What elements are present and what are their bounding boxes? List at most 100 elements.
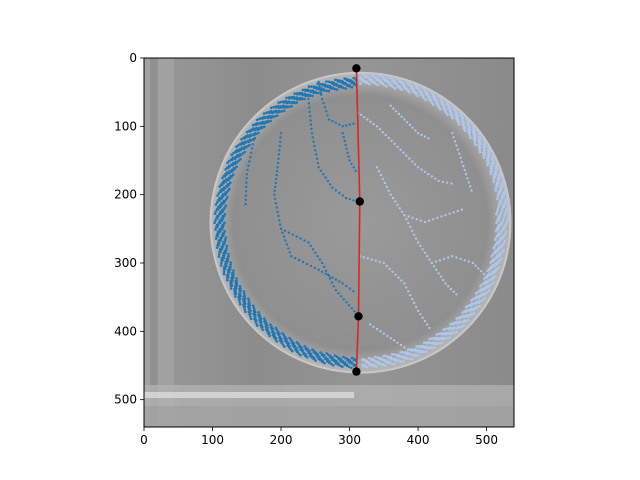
data-point [503, 239, 507, 243]
data-point [222, 270, 226, 274]
data-point [261, 328, 265, 332]
data-point [317, 166, 320, 169]
data-point [335, 83, 338, 87]
data-point [431, 94, 435, 98]
data-point [484, 275, 488, 279]
data-point [242, 142, 246, 145]
data-point [348, 287, 352, 290]
data-point [275, 328, 279, 332]
data-point [361, 73, 365, 76]
data-point [344, 356, 347, 360]
data-point [393, 362, 396, 366]
data-point [434, 260, 438, 263]
data-point [234, 289, 237, 293]
data-point [426, 255, 429, 258]
data-point [457, 325, 460, 329]
data-point [414, 353, 417, 356]
data-point [463, 259, 466, 262]
data-point [274, 181, 277, 185]
data-point [411, 297, 414, 301]
data-point [494, 229, 498, 233]
data-point [223, 221, 226, 224]
data-point [281, 231, 284, 234]
data-point [222, 272, 226, 276]
data-point [455, 256, 458, 259]
data-point [502, 216, 506, 220]
data-point [246, 144, 249, 148]
data-point [295, 341, 299, 344]
data-point [224, 238, 227, 241]
data-point [275, 206, 278, 209]
data-point [423, 90, 427, 93]
data-point [226, 257, 230, 261]
y-tick-label: 400 [114, 324, 137, 338]
data-point [269, 119, 273, 123]
data-point [222, 208, 225, 212]
data-point [406, 351, 409, 354]
data-point [428, 326, 431, 330]
axes-frame [143, 57, 515, 428]
data-point [399, 360, 403, 363]
data-point [252, 304, 255, 308]
data-point [255, 118, 259, 122]
data-point [466, 177, 469, 180]
data-point [282, 333, 286, 337]
data-point [344, 87, 348, 90]
data-point [450, 114, 454, 118]
data-point [429, 99, 432, 102]
data-point [221, 195, 225, 198]
data-point [493, 244, 497, 248]
data-point [487, 279, 490, 282]
data-point [506, 216, 510, 220]
data-point [276, 161, 280, 165]
series-right [356, 72, 511, 369]
data-point [495, 227, 499, 231]
data-point [242, 290, 246, 293]
data-point [231, 163, 234, 167]
data-point [213, 221, 216, 224]
data-point [460, 325, 463, 328]
data-point [368, 361, 371, 364]
data-point [437, 106, 441, 109]
data-point [352, 199, 355, 202]
data-point [375, 166, 379, 169]
data-point [273, 335, 277, 338]
data-point [480, 287, 484, 291]
data-point [455, 317, 459, 320]
data-point [334, 78, 337, 82]
data-point [317, 268, 320, 271]
data-point [253, 128, 257, 132]
data-point [448, 212, 451, 215]
data-point [408, 84, 412, 88]
data-point [411, 160, 414, 163]
data-point [464, 173, 468, 176]
data-point [423, 341, 426, 345]
data-point [498, 188, 502, 191]
data-point [348, 359, 352, 362]
data-point [468, 303, 472, 307]
data-point [385, 264, 388, 268]
data-point [462, 164, 465, 168]
data-point [316, 82, 320, 86]
data-point [490, 270, 494, 274]
data-point [269, 106, 273, 110]
data-point [331, 276, 334, 279]
data-point [495, 236, 498, 239]
data-point [285, 96, 288, 100]
data-point [327, 80, 331, 84]
data-point [391, 196, 395, 200]
data-point [257, 311, 260, 314]
data-point [282, 235, 286, 238]
data-point [301, 88, 305, 92]
data-point [300, 346, 303, 349]
y-tick-label: 0 [129, 51, 137, 65]
data-point [334, 189, 338, 192]
data-point [333, 87, 337, 91]
data-point [505, 207, 509, 211]
data-point [293, 92, 296, 95]
data-point [319, 169, 323, 172]
data-point [415, 345, 418, 348]
data-point [243, 294, 246, 298]
data-point [427, 97, 431, 101]
